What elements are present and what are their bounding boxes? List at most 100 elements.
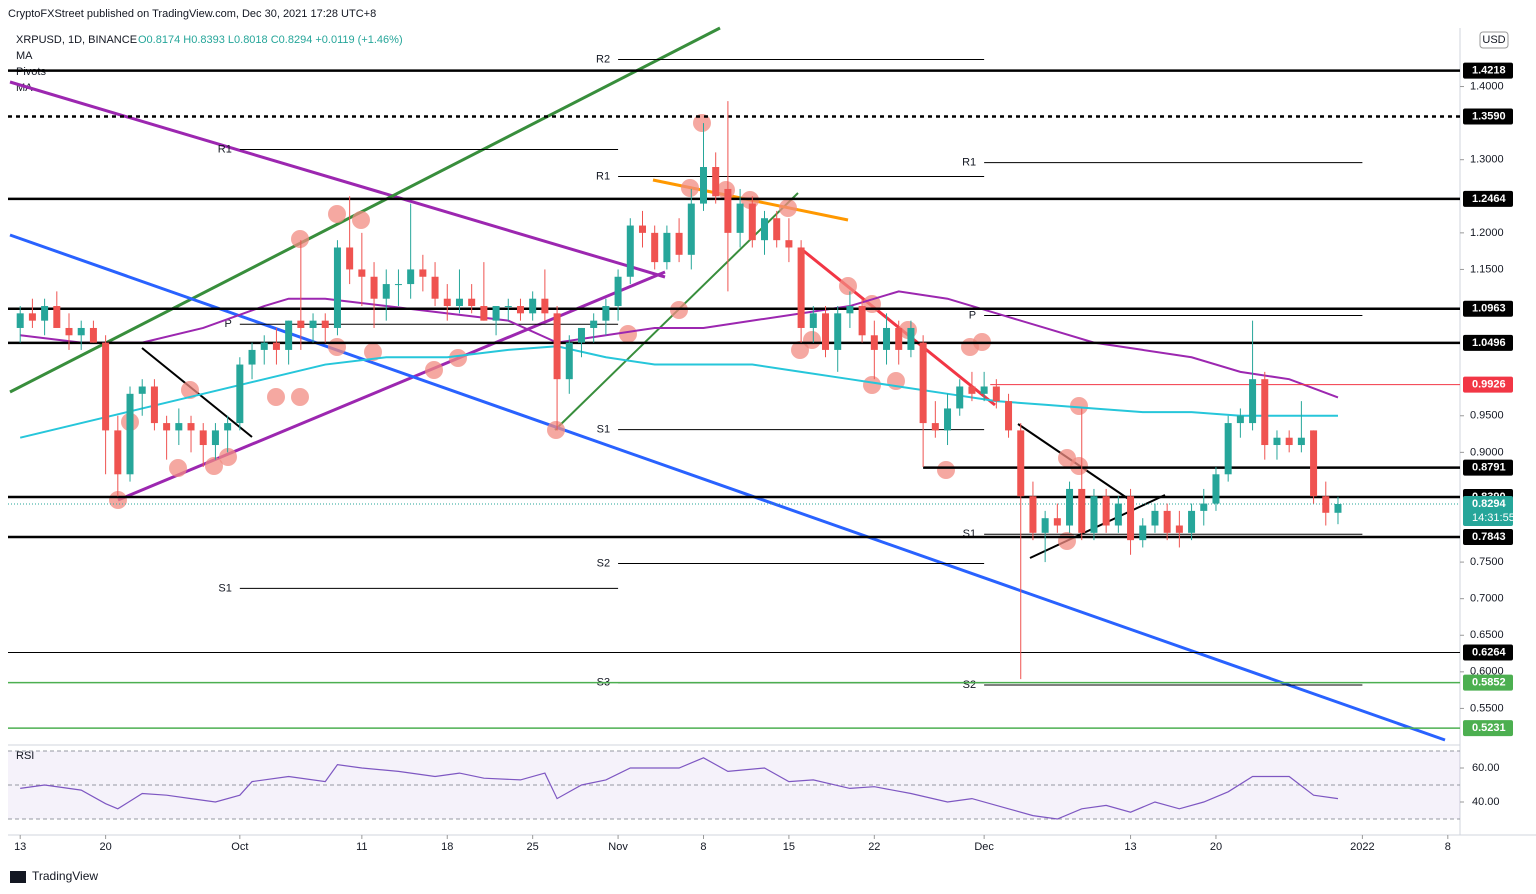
pivot-label: R1 [218,143,232,155]
candle-body [272,342,280,350]
candle-body [187,423,195,431]
trend-line [9,80,666,279]
candle-body [419,269,427,277]
candle-body [809,313,817,328]
x-tick-label: Oct [231,841,248,853]
candle-body [1090,496,1098,533]
highlight-circle [328,205,346,223]
candle-body [761,218,769,241]
candle-body [785,240,793,248]
candle-body [1273,437,1281,446]
candle-body [138,386,146,394]
candle-body [883,327,891,350]
candle-body [590,320,598,328]
candle-body [309,320,317,328]
highlight-circle [169,459,187,477]
y-tick-label: 1.2000 [1470,227,1504,239]
candle-body [1151,510,1159,526]
price-level-label: 1.0496 [1472,337,1506,349]
candle-body [687,203,695,255]
rsi-label: RSI [16,750,34,762]
candle-body [297,320,305,328]
candle-body [797,247,805,328]
highlight-circle [352,211,370,229]
candle-body [431,276,439,299]
price-level-box [1463,334,1513,351]
moving-average [20,290,1339,399]
candle-body [1188,510,1196,533]
indicator: MA [16,50,33,62]
y-tick-label: 1.4000 [1470,80,1504,92]
candle-body [992,386,1000,402]
highlight-circle [291,230,309,248]
candle-body [65,327,73,336]
price-level-box [1463,108,1513,125]
candle-body [553,313,561,380]
candle-body [1334,504,1342,513]
price-level-box [1463,496,1513,527]
price-level-label: 0.7843 [1472,531,1506,543]
pivot-label: S1 [218,582,231,594]
candle-body [895,327,903,350]
highlight-circle [547,421,565,439]
published-note: CryptoFXStreet published on TradingView.… [8,8,376,20]
candle-body [114,430,122,475]
candle-body [382,284,390,299]
highlight-circle [449,349,467,367]
pivot-label: R2 [596,53,610,65]
price-level-label: 0.8294 [1472,498,1507,510]
x-tick-label: 8 [1445,841,1451,853]
candle-body [492,306,500,321]
x-tick-label: 13 [1124,841,1136,853]
price-level-box [1463,62,1513,79]
trend-line [1029,494,1166,559]
candle-body [1310,430,1318,497]
highlight-circle [791,341,809,359]
trend-line [9,233,1446,742]
candle-body [370,276,378,299]
currency[interactable]: USD [1482,34,1505,46]
candle-body [321,320,329,328]
pivot-label: P [969,309,976,321]
candle-body [699,167,707,204]
candle-body [16,313,24,328]
price-level-box [1463,300,1513,317]
candle-body [1005,401,1013,431]
candle-body [224,423,232,431]
candle-body [748,203,756,241]
candle-body [968,386,976,394]
price-level-label: 1.2464 [1472,193,1507,205]
candle-body [944,408,952,431]
highlight-circle [863,376,881,394]
x-tick-label: 2022 [1350,841,1374,853]
price-level-label: 0.5231 [1472,722,1506,734]
candle-body [53,306,61,328]
x-tick-label: 18 [441,841,453,853]
candle-body [724,188,732,233]
y-tick-label: 0.9000 [1470,446,1504,458]
price-level-label: 0.9926 [1472,379,1506,391]
currency-box[interactable] [1479,31,1509,49]
candle-body [822,313,830,350]
moving-average [19,345,1338,439]
candle-body [541,298,549,314]
pivot-label: S1 [963,528,976,540]
highlight-circle [291,388,309,406]
candle-body [333,247,341,328]
candle-body [1029,496,1037,533]
candle-body [858,306,866,336]
y-tick-label: 1.1500 [1470,263,1504,275]
highlight-circle [328,338,346,356]
candle-body [834,313,842,350]
candle-body [1212,474,1220,504]
highlight-circle [670,301,688,319]
x-tick-label: 13 [14,841,26,853]
x-tick-label: Dec [974,841,994,853]
symbol: XRPUSD, 1D, BINANCE [16,34,137,46]
drawings [9,26,1446,742]
pivot-label: R1 [596,170,610,182]
candle-body [211,430,219,446]
highlight-circle [839,277,857,295]
trend-line [9,26,721,394]
candle-body [1297,437,1305,446]
